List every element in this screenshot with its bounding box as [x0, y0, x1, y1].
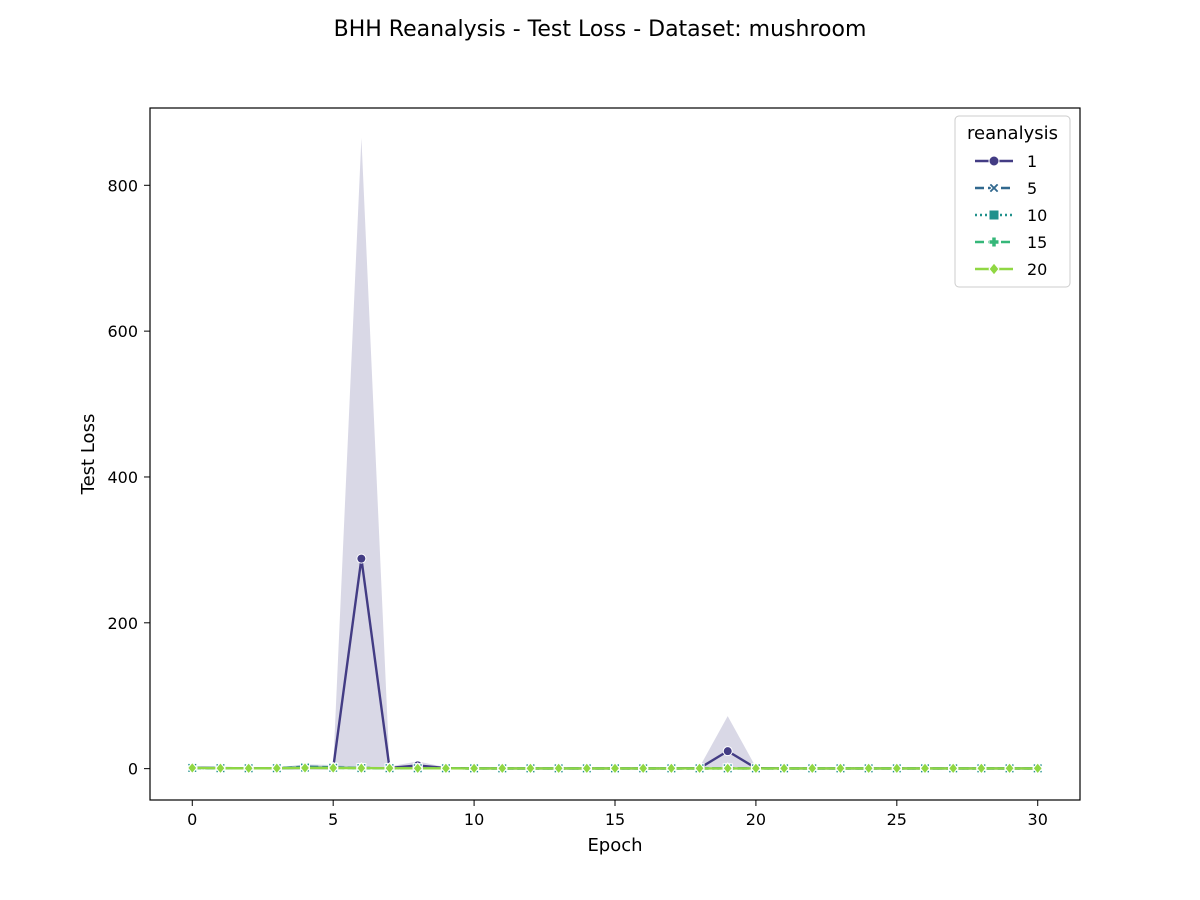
data-point-20-4 — [299, 761, 311, 775]
legend-label: 1 — [1027, 152, 1037, 171]
series-markers — [187, 553, 1043, 775]
data-point-20-26 — [919, 762, 931, 775]
legend-label: 10 — [1027, 206, 1047, 225]
x-tick-label: 5 — [328, 810, 338, 829]
data-point-20-0 — [187, 761, 198, 775]
legend-swatch-marker — [988, 155, 1000, 167]
data-point-20-7 — [384, 762, 395, 775]
data-point-20-14 — [581, 762, 592, 775]
data-point-20-29 — [1004, 762, 1015, 775]
data-point-1-6 — [356, 553, 367, 564]
y-tick-label: 800 — [107, 176, 138, 195]
data-point-20-5 — [328, 761, 339, 775]
data-point-20-3 — [271, 762, 282, 775]
data-point-20-22 — [807, 762, 818, 775]
data-point-20-13 — [553, 762, 564, 775]
data-point-20-6 — [356, 761, 367, 775]
data-point-20-24 — [863, 762, 874, 775]
legend-swatch-marker — [988, 236, 1000, 248]
legend-swatch-marker — [988, 182, 1000, 194]
x-tick-label: 20 — [746, 810, 766, 829]
data-point-20-30 — [1032, 762, 1043, 775]
data-point-1-19 — [722, 746, 733, 757]
chart-title: BHH Reanalysis - Test Loss - Dataset: mu… — [334, 17, 867, 42]
data-point-20-8 — [412, 762, 423, 775]
legend-swatch-marker — [988, 209, 1000, 221]
data-point-20-15 — [609, 762, 621, 775]
x-tick-label: 30 — [1028, 810, 1048, 829]
y-tick-label: 600 — [107, 322, 138, 341]
data-point-20-18 — [694, 762, 705, 775]
data-point-20-9 — [440, 762, 452, 775]
data-point-20-20 — [750, 762, 762, 775]
data-point-20-23 — [835, 762, 846, 775]
data-point-20-10 — [468, 762, 480, 775]
legend-box — [954, 115, 1071, 288]
x-tick-label: 0 — [187, 810, 197, 829]
x-axis-ticks: 0 5 10 15 20 25 30 — [187, 800, 1048, 829]
data-point-20-27 — [948, 762, 959, 775]
data-point-20-17 — [666, 762, 677, 775]
data-point-20-19 — [722, 762, 733, 775]
confidence-band-1 — [192, 137, 1038, 769]
legend-item-10: 10 — [975, 206, 1047, 225]
x-tick-label: 15 — [605, 810, 625, 829]
y-axis-label: Test Loss — [78, 414, 99, 496]
y-tick-label: 0 — [128, 760, 138, 779]
x-tick-label: 25 — [887, 810, 907, 829]
data-point-20-1 — [215, 762, 226, 775]
data-point-20-12 — [525, 762, 536, 775]
legend-label: 5 — [1027, 179, 1037, 198]
data-point-20-25 — [891, 762, 902, 775]
x-axis-label: Epoch — [587, 835, 642, 856]
legend-label: 20 — [1027, 260, 1047, 279]
x-tick-label: 10 — [464, 810, 484, 829]
y-axis-ticks: 0 200 400 600 800 — [107, 176, 150, 779]
legend-item-1: 1 — [975, 152, 1037, 171]
legend-item-15: 15 — [975, 233, 1047, 252]
data-point-20-21 — [778, 762, 790, 775]
y-tick-label: 200 — [107, 614, 138, 633]
data-point-20-2 — [243, 762, 254, 775]
data-point-20-11 — [497, 762, 508, 775]
legend-item-20: 20 — [975, 260, 1047, 279]
legend-title: reanalysis — [967, 123, 1058, 144]
legend-label: 15 — [1027, 233, 1047, 252]
plot-area — [187, 137, 1043, 775]
data-point-20-16 — [638, 762, 649, 775]
legend-item-5: 5 — [975, 179, 1037, 198]
legend-swatch-marker — [988, 262, 1000, 276]
y-tick-label: 400 — [107, 468, 138, 487]
data-point-20-28 — [976, 762, 987, 775]
